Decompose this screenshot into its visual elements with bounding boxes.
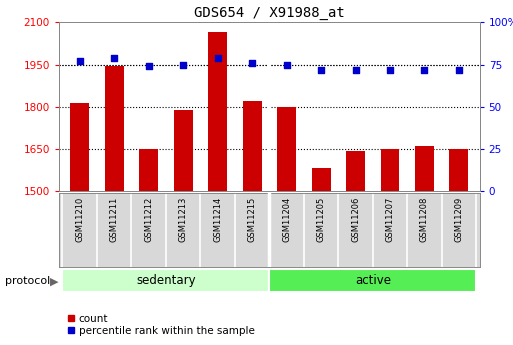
Text: sedentary: sedentary: [136, 274, 195, 287]
Bar: [311, 168, 330, 191]
Title: GDS654 / X91988_at: GDS654 / X91988_at: [194, 6, 345, 20]
Text: GSM11214: GSM11214: [213, 197, 222, 242]
Text: GSM11204: GSM11204: [282, 197, 291, 242]
Bar: [63, 269, 269, 292]
Bar: [243, 101, 262, 191]
Point: [351, 67, 360, 72]
Text: GSM11212: GSM11212: [144, 197, 153, 242]
Point: [455, 67, 463, 72]
Bar: [105, 66, 124, 191]
Bar: [449, 149, 468, 191]
Text: protocol: protocol: [5, 276, 50, 286]
Point: [75, 59, 84, 64]
Bar: [346, 151, 365, 191]
Text: ▶: ▶: [50, 276, 58, 286]
Text: GSM11211: GSM11211: [110, 197, 119, 242]
Bar: [381, 149, 400, 191]
Point: [145, 63, 153, 69]
Text: GSM11208: GSM11208: [420, 197, 429, 242]
Bar: [173, 110, 192, 191]
Bar: [277, 107, 296, 191]
Point: [283, 62, 291, 68]
Bar: [139, 149, 158, 191]
Point: [420, 67, 428, 72]
Bar: [269, 269, 476, 292]
Bar: [415, 146, 434, 191]
Text: GSM11205: GSM11205: [317, 197, 326, 242]
Text: GSM11215: GSM11215: [248, 197, 256, 242]
Point: [179, 62, 187, 68]
Point: [386, 67, 394, 72]
Point: [317, 67, 325, 72]
Point: [110, 55, 119, 61]
Text: GSM11206: GSM11206: [351, 197, 360, 242]
Text: GSM11213: GSM11213: [179, 197, 188, 242]
Text: GSM11210: GSM11210: [75, 197, 84, 242]
Text: GSM11209: GSM11209: [455, 197, 463, 242]
Text: GSM11207: GSM11207: [385, 197, 394, 242]
Text: active: active: [355, 274, 391, 287]
Bar: [70, 103, 89, 191]
Point: [213, 55, 222, 61]
Point: [248, 60, 256, 66]
Legend: count, percentile rank within the sample: count, percentile rank within the sample: [64, 309, 259, 340]
Bar: [208, 32, 227, 191]
